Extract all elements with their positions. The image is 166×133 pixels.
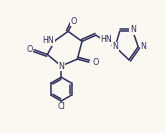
Text: HN: HN [42, 36, 54, 45]
Text: N: N [113, 42, 118, 51]
Text: O: O [70, 17, 77, 26]
Text: N: N [140, 42, 146, 51]
Text: HN: HN [100, 35, 112, 44]
Text: O: O [92, 58, 98, 67]
Text: O: O [26, 45, 33, 54]
Text: N: N [130, 25, 136, 34]
Text: Cl: Cl [57, 102, 65, 111]
Text: N: N [58, 61, 64, 70]
